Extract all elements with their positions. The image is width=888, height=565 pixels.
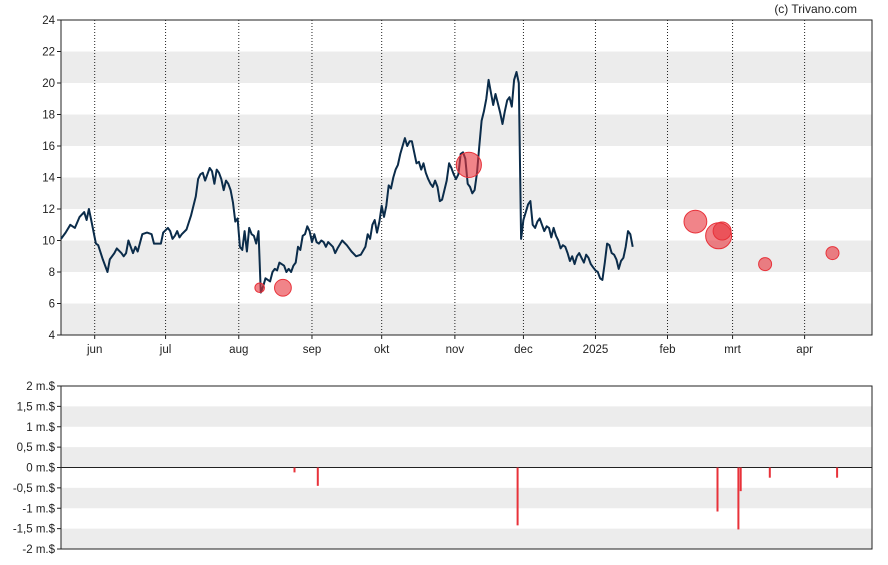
volume-bar	[516, 467, 519, 526]
trade-marker	[825, 246, 840, 261]
x-tick-label: okt	[374, 344, 390, 356]
volume-bar	[737, 467, 740, 530]
y-tick-label: -2 m.$	[22, 544, 55, 556]
y-tick-label: 0,5 m.$	[17, 442, 56, 454]
y-tick-label: 14	[42, 173, 55, 185]
grid-band	[61, 240, 872, 272]
x-tick-label: jun	[86, 344, 102, 356]
volume-bar	[836, 467, 839, 478]
x-tick-label: jul	[159, 344, 172, 356]
trade-marker	[683, 209, 708, 234]
y-tick-label: 1 m.$	[26, 422, 55, 434]
volume-bar	[316, 467, 319, 486]
y-tick-label: 0 m.$	[26, 463, 55, 475]
y-tick-label: 24	[42, 15, 55, 27]
y-tick-label: 12	[42, 204, 55, 216]
plot-frame	[60, 385, 873, 550]
grid-band	[61, 177, 872, 209]
y-tick-label: 6	[49, 299, 55, 311]
volume-bar	[293, 467, 296, 473]
x-tick-label: dec	[514, 344, 533, 356]
plot-frame	[60, 19, 873, 336]
price-line	[60, 71, 634, 294]
y-tick-label: 1,5 m.$	[17, 401, 56, 413]
trade-marker	[254, 282, 265, 294]
grid-band	[61, 406, 872, 427]
grid-band	[61, 303, 872, 335]
y-tick-label: 2 m.$	[26, 381, 55, 393]
y-tick-label: 20	[42, 78, 55, 90]
y-tick-label: 16	[42, 141, 55, 153]
x-tick-label: feb	[660, 344, 676, 356]
x-tick-label: 2025	[583, 344, 609, 356]
price-chart: jun jul aug sep okt nov dec 2025 feb mrt apr 4 6 8 10 1…	[42, 15, 873, 356]
y-tick-label: -1 m.$	[22, 503, 55, 515]
y-tick-label: 8	[49, 267, 55, 279]
trade-marker	[455, 151, 482, 178]
volume-bar	[716, 467, 719, 512]
credit-label: (c) Trivano.com	[774, 2, 857, 16]
grid-band	[61, 51, 872, 83]
grid-band	[61, 447, 872, 468]
volume-bar	[739, 467, 742, 492]
y-tick-label: 10	[42, 236, 55, 248]
volume-chart: -2 m.$ -1,5 m.$ -1 m.$ -0,5 m.$ 0 m.$ 0,5 m.$…	[13, 381, 873, 556]
y-tick-label: -1,5 m.$	[13, 524, 56, 536]
x-tick-label: apr	[796, 344, 813, 356]
volume-bar	[768, 467, 771, 478]
x-tick-label: sep	[303, 344, 322, 356]
grid-band	[61, 528, 872, 549]
grid-band	[61, 487, 872, 509]
trade-marker	[274, 278, 292, 297]
y-tick-label: -0,5 m.$	[13, 483, 56, 495]
trade-marker	[712, 221, 732, 241]
y-tick-label: 22	[42, 47, 55, 59]
trade-marker	[758, 257, 773, 272]
y-tick-label: 4	[49, 330, 56, 342]
y-tick-label: 18	[42, 110, 55, 122]
x-tick-label: nov	[446, 344, 465, 356]
grid-band	[61, 114, 872, 146]
x-tick-label: aug	[229, 344, 248, 356]
x-tick-label: mrt	[724, 344, 741, 356]
